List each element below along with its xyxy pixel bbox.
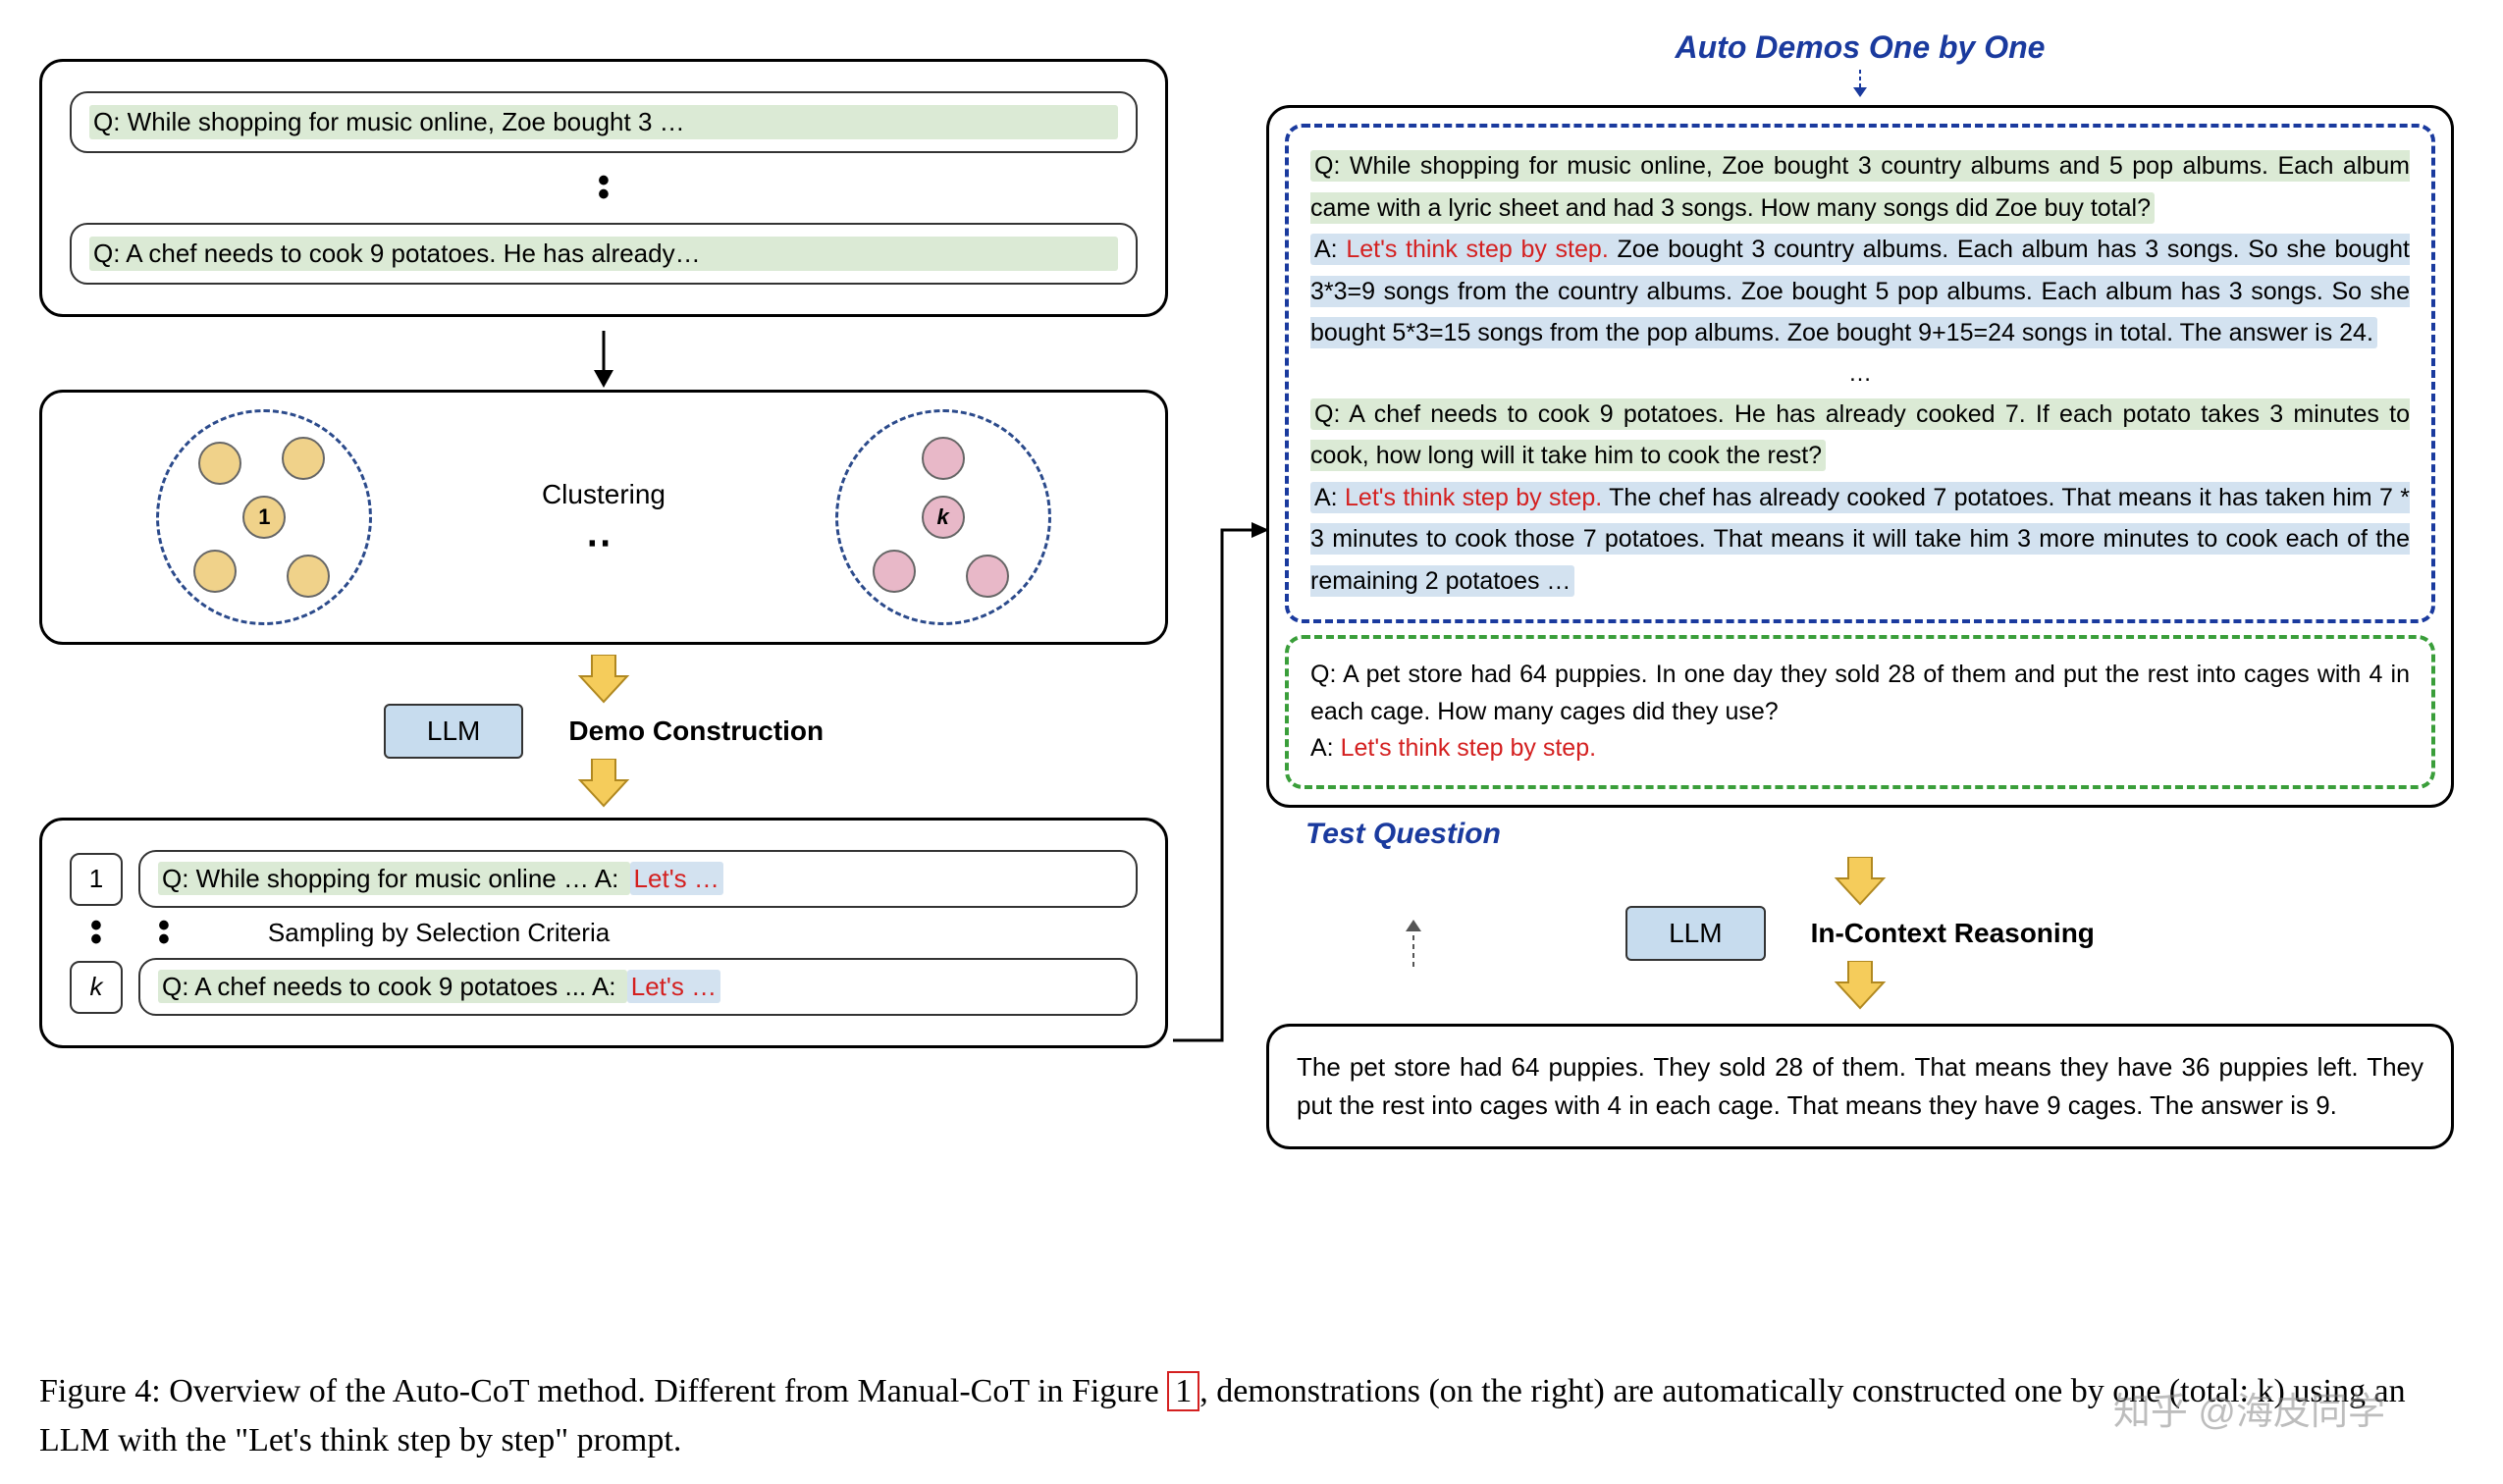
cluster-dot xyxy=(198,442,241,485)
sample-row-1: 1 Q: While shopping for music online … A… xyxy=(70,850,1138,908)
question-row-1: Q: While shopping for music online, Zoe … xyxy=(70,91,1138,153)
vertical-dots-icon: •• xyxy=(70,916,123,950)
demo-1-question: Q: While shopping for music online, Zoe … xyxy=(1310,150,2410,224)
test-question-label: Test Question xyxy=(1305,818,1501,851)
sample-1-text: Q: While shopping for music online … A: … xyxy=(138,850,1138,908)
cluster-dot xyxy=(193,550,237,593)
test-a-red: Let's think step by step. xyxy=(1341,734,1596,762)
block-arrow-down-icon xyxy=(574,759,633,808)
question-1-text: Q: While shopping for music online, Zoe … xyxy=(89,105,1118,139)
caption-pre: Figure 4: Overview of the Auto-CoT metho… xyxy=(39,1373,1167,1409)
llm-reasoning-block: LLM In-Context Reasoning xyxy=(1266,857,2454,1010)
sample-k-q: Q: A chef needs to cook 9 potatoes ... A… xyxy=(158,970,627,1003)
test-question-box: Q: A pet store had 64 puppies. In one da… xyxy=(1285,635,2435,789)
test-question-pointer-row: Test Question xyxy=(1266,818,2454,851)
llm-box-right: LLM xyxy=(1625,906,1765,961)
cluster-1-circle: 1 xyxy=(156,409,372,625)
test-pointer-arrow-icon xyxy=(1394,918,1433,967)
test-q-text: Q: A pet store had 64 puppies. In one da… xyxy=(1310,661,2410,725)
test-question: Q: A pet store had 64 puppies. In one da… xyxy=(1310,657,2410,768)
demo-2-a-red: Let's think step by step. xyxy=(1345,484,1602,511)
sampling-criteria-label: Sampling by Selection Criteria xyxy=(268,918,610,948)
figure-container: Q: While shopping for music online, Zoe … xyxy=(0,0,2503,1484)
vertical-dots-icon: •• xyxy=(138,916,189,950)
auto-demos-box: Q: While shopping for music online, Zoe … xyxy=(1285,124,2435,623)
cluster-k-label-dot: k xyxy=(922,496,965,539)
question-2-text: Q: A chef needs to cook 9 potatoes. He h… xyxy=(89,237,1118,271)
demo-2-question: Q: A chef needs to cook 9 potatoes. He h… xyxy=(1310,398,2410,472)
demo-construction-label: Demo Construction xyxy=(568,716,824,747)
block-arrow-down-icon xyxy=(574,655,633,704)
arrow-down-1 xyxy=(39,331,1168,390)
pointer-down-icon xyxy=(1845,70,1875,99)
sampling-panel: 1 Q: While shopping for music online … A… xyxy=(39,818,1168,1048)
demo-2-answer: A: Let's think step by step. The chef ha… xyxy=(1310,482,2410,597)
pointer-up-icon xyxy=(1363,777,1412,817)
block-arrow-down-icon xyxy=(1831,961,1890,1010)
sample-1-q: Q: While shopping for music online … A: xyxy=(158,862,630,895)
sample-1-a: Let's … xyxy=(630,862,723,895)
incontext-reasoning-label: In-Context Reasoning xyxy=(1811,918,2095,949)
cluster-dot xyxy=(873,550,916,593)
clustering-middle: Clustering ‥ xyxy=(542,479,666,556)
clustering-label: Clustering xyxy=(542,479,666,510)
right-column: Auto Demos One by One Q: While shopping … xyxy=(1266,29,2454,1149)
llm-construction-block: LLM Demo Construction xyxy=(39,655,1168,808)
horizontal-dots-icon: ‥ xyxy=(542,510,666,556)
figure-reference-link[interactable]: 1 xyxy=(1167,1371,1199,1411)
demo-2-a-prefix: A: xyxy=(1314,484,1345,511)
auto-demos-title: Auto Demos One by One xyxy=(1266,29,2454,66)
sample-k-text: Q: A chef needs to cook 9 potatoes ... A… xyxy=(138,958,1138,1016)
sample-k-number: k xyxy=(70,961,123,1014)
cluster-1-label-dot: 1 xyxy=(242,496,286,539)
questions-panel: Q: While shopping for music online, Zoe … xyxy=(39,59,1168,317)
sample-k-a: Let's … xyxy=(627,970,720,1003)
cluster-dot xyxy=(282,437,325,480)
test-a-prefix: A: xyxy=(1310,734,1341,762)
watermark-text: 知乎 @海皮同学 xyxy=(2113,1381,2385,1435)
cluster-k-circle: k xyxy=(835,409,1051,625)
clustering-panel: 1 Clustering ‥ k xyxy=(39,390,1168,645)
output-panel: The pet store had 64 puppies. They sold … xyxy=(1266,1024,2454,1149)
demos-ellipsis: … xyxy=(1310,354,2410,394)
demo-1-a-prefix: A: xyxy=(1314,236,1346,263)
demo-1-a-red: Let's think step by step. xyxy=(1346,236,1608,263)
figure-caption: Figure 4: Overview of the Auto-CoT metho… xyxy=(39,1367,2464,1464)
left-column: Q: While shopping for music online, Zoe … xyxy=(39,59,1168,1062)
sampling-criteria-row: •• •• Sampling by Selection Criteria xyxy=(70,916,1138,950)
sample-row-k: k Q: A chef needs to cook 9 potatoes ...… xyxy=(70,958,1138,1016)
connector-arrow-icon xyxy=(1173,510,1271,1060)
cluster-dot xyxy=(287,555,330,598)
sample-1-number: 1 xyxy=(70,853,123,906)
vertical-dots-icon: •• xyxy=(70,161,1138,215)
demo-1-answer: A: Let's think step by step. Zoe bought … xyxy=(1310,234,2410,348)
question-row-2: Q: A chef needs to cook 9 potatoes. He h… xyxy=(70,223,1138,285)
right-main-panel: Q: While shopping for music online, Zoe … xyxy=(1266,105,2454,808)
demo-1: Q: While shopping for music online, Zoe … xyxy=(1310,145,2410,354)
llm-box-left: LLM xyxy=(384,704,523,759)
cluster-dot xyxy=(966,555,1009,598)
block-arrow-down-icon xyxy=(1831,857,1890,906)
cluster-dot xyxy=(922,437,965,480)
demo-2: Q: A chef needs to cook 9 potatoes. He h… xyxy=(1310,394,2410,603)
